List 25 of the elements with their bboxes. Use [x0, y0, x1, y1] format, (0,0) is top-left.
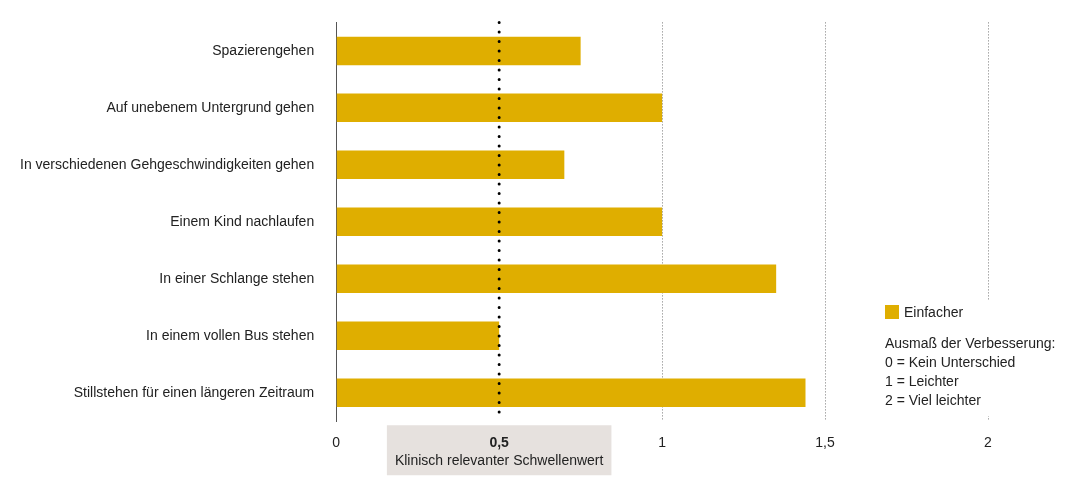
- y-tick-label: Spazierengehen: [212, 41, 315, 58]
- annotation: 2 = Viel leichter: [885, 391, 982, 410]
- bar: [336, 36, 581, 66]
- annotation: 1 = Leichter: [885, 372, 960, 391]
- y-tick-label: In einem vollen Bus stehen: [146, 326, 315, 343]
- x-tick-label: 0: [332, 434, 341, 451]
- bar: [336, 321, 500, 350]
- annotation: 0 = Kein Unterschied: [885, 353, 1017, 372]
- annotation: Ausmaß der Verbesserung:: [885, 334, 1057, 353]
- x-tick-label: 0,5: [489, 434, 510, 451]
- bar: [336, 264, 777, 294]
- y-tick-label: Einem Kind nachlaufen: [170, 212, 315, 229]
- x-tick-label: 2: [984, 434, 993, 451]
- bar: [336, 207, 663, 237]
- bar: [336, 150, 565, 180]
- x-tick-label: 1: [658, 434, 667, 451]
- bar: [336, 93, 663, 123]
- y-tick-label: In verschiedenen Gehgeschwindigkeiten gehen: [19, 155, 315, 172]
- bar: [336, 378, 806, 407]
- y-tick-label: In einer Schlange stehen: [159, 269, 315, 286]
- ref-line-label: Klinisch relevanter Schwellenwert: [394, 452, 604, 469]
- x-tick-label: 1,5: [815, 434, 835, 451]
- y-tick-label: Stillstehen für einen längeren Zeitraum: [73, 383, 315, 400]
- legend-label: Einfacher: [904, 304, 964, 320]
- y-tick-label: Auf unebenem Untergrund gehen: [106, 98, 315, 115]
